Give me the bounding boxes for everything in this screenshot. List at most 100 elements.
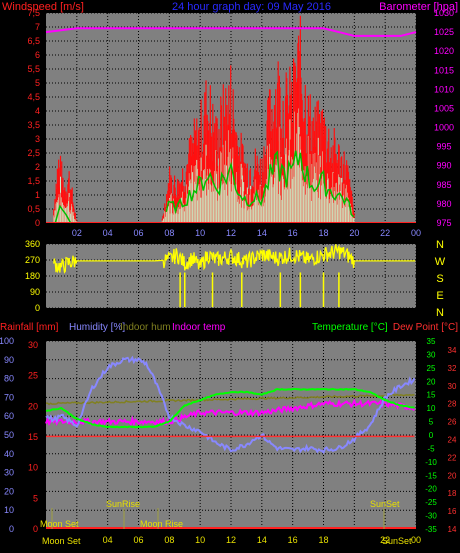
- wind-tick-label: 2: [35, 162, 40, 172]
- indoor-temp-tick-label: 28: [448, 400, 457, 409]
- direction-tick-label: 180: [25, 271, 40, 281]
- temperature-tick-label: 0: [429, 431, 434, 440]
- humidity-tick-label: 90: [4, 355, 14, 365]
- barometer-tick-label: 975: [436, 218, 451, 228]
- humidity-tick-label: 20: [4, 486, 14, 496]
- indoor-hum-series: [45, 393, 415, 406]
- indoor-temp-tick-label: 22: [448, 453, 457, 462]
- wind-tick-label: 6: [35, 50, 40, 60]
- x-tick-label: 12: [226, 535, 236, 545]
- sunset-marker: SunSet: [370, 499, 400, 509]
- wind-tick-label: 5,5: [27, 64, 40, 74]
- indoor-temp-tick-label: 18: [448, 489, 457, 498]
- x-tick-label: 04: [103, 535, 113, 545]
- indoor-temp-tick-label: 14: [448, 525, 457, 534]
- barometer-tick-label: 1010: [434, 84, 454, 94]
- wind-tick-label: 7: [35, 22, 40, 32]
- graph-title: 24 hour graph day: 09 May 2016: [172, 1, 331, 13]
- temperature-tick-label: 35: [427, 337, 436, 346]
- x-tick-label: 18: [318, 535, 328, 545]
- temperature-tick-label: 5: [429, 418, 434, 427]
- indoor-temp-tick-label: 20: [448, 471, 457, 480]
- sunrise-marker: SunRise: [106, 499, 140, 509]
- humidity-tick-label: 60: [4, 411, 14, 421]
- humidity-tick-label: 50: [4, 430, 14, 440]
- wind-tick-label: 2,5: [27, 148, 40, 158]
- direction-tick-label: 360: [25, 239, 40, 249]
- temperature-axis-label: Temperature [°C]: [312, 322, 388, 333]
- humidity-tick-label: 80: [4, 374, 14, 384]
- temperature-tick-label: -35: [425, 525, 437, 534]
- wind-tick-label: 0: [35, 218, 40, 228]
- rainfall-tick-label: 5: [33, 493, 38, 503]
- wind-direction-series: [53, 244, 416, 274]
- x-tick-label: 06: [133, 535, 143, 545]
- temperature-tick-label: -15: [425, 471, 437, 480]
- indoor-temp-tick-label: 26: [448, 418, 457, 427]
- compass-label: N: [436, 307, 444, 319]
- x-tick-label: 00: [411, 228, 421, 238]
- indoor-temp-tick-label: 34: [448, 346, 457, 355]
- barometer-tick-label: 985: [436, 180, 451, 190]
- x-tick-label: 02: [72, 228, 82, 238]
- moon-set-marker: Moon Set: [40, 519, 79, 529]
- x-tick-label: 16: [288, 535, 298, 545]
- humidity-tick-label: 100: [0, 336, 14, 346]
- barometer-axis-label: Barometer [hpa]: [379, 1, 458, 13]
- temperature-tick-label: 25: [427, 364, 436, 373]
- humidity-tick-label: 70: [4, 392, 14, 402]
- rainfall-axis-label: Rainfall [mm]: [0, 322, 59, 333]
- wind-tick-label: 7,5: [27, 8, 40, 18]
- barometer-tick-label: 980: [436, 199, 451, 209]
- x-tick-label: 20: [349, 228, 359, 238]
- wind-average-series: [165, 150, 355, 218]
- x-tick-label: 18: [318, 228, 328, 238]
- barometer-tick-label: 995: [436, 142, 451, 152]
- temperature-tick-label: -10: [425, 458, 437, 467]
- x-tick-label: 04: [103, 228, 113, 238]
- x-tick-label: 16: [288, 228, 298, 238]
- indoor-temp-tick-label: 32: [448, 364, 457, 373]
- wind-tick-label: 5: [35, 78, 40, 88]
- barometer-tick-label: 1000: [434, 123, 454, 133]
- humidity-tick-label: 40: [4, 449, 14, 459]
- wind-tick-label: 1,5: [27, 176, 40, 186]
- direction-tick-label: 90: [30, 287, 40, 297]
- x-tick-label: 06: [133, 228, 143, 238]
- rainfall-tick-label: 30: [28, 340, 38, 350]
- indoor-hum-axis-label: Indoor hum: [120, 322, 171, 333]
- rainfall-tick-label: 10: [28, 463, 38, 473]
- direction-plot-area: [46, 244, 416, 308]
- x-tick-label: 00: [411, 535, 421, 545]
- rainfall-tick-label: 25: [28, 371, 38, 381]
- indoor-temp-tick-label: 16: [448, 507, 457, 516]
- wind-tick-label: 0,5: [27, 204, 40, 214]
- barometer-tick-label: 1005: [434, 103, 454, 113]
- humidity-tick-label: 10: [4, 505, 14, 515]
- temperature-tick-label: 10: [427, 404, 436, 413]
- x-tick-label: 14: [257, 535, 267, 545]
- humidity-series: [45, 355, 416, 455]
- direction-tick-label: 270: [25, 255, 40, 265]
- temperature-tick-label: 30: [427, 350, 436, 359]
- x-tick-label: 14: [257, 228, 267, 238]
- x-tick-label: 12: [226, 228, 236, 238]
- temperature-tick-label: 15: [427, 391, 436, 400]
- temperature-tick-label: -25: [425, 498, 437, 507]
- barometer-tick-label: 1020: [434, 46, 454, 56]
- barometer-tick-label: 1025: [434, 27, 454, 37]
- moon-rise-marker: Moon Rise: [140, 519, 183, 529]
- indoor-temp-tick-label: 30: [448, 382, 457, 391]
- temperature-tick-label: -5: [427, 444, 435, 453]
- wind-tick-label: 1: [35, 190, 40, 200]
- barometer-series: [45, 27, 417, 37]
- direction-tick-label: 0: [35, 303, 40, 313]
- wind-tick-label: 4: [35, 106, 40, 116]
- x-tick-label: 10: [195, 228, 205, 238]
- sunset-axis-marker: SunSet: [382, 536, 412, 546]
- wind-tick-label: 3: [35, 134, 40, 144]
- humidity-tick-label: 30: [4, 468, 14, 478]
- wind-tick-label: 4,5: [27, 92, 40, 102]
- wind-tick-label: 6,5: [27, 36, 40, 46]
